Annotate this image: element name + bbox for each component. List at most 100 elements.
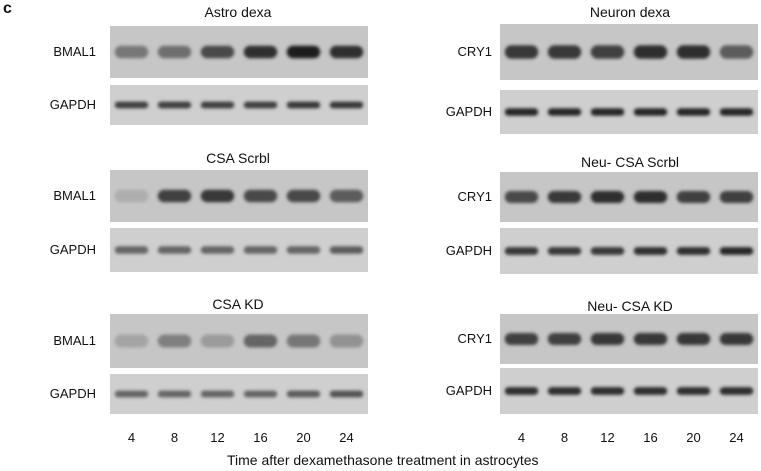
blot-band: [157, 45, 192, 59]
blot-band: [719, 45, 754, 59]
blot-label-cry1: CRY1: [457, 189, 492, 204]
blot-strip-right-2-cry1: [500, 172, 758, 222]
blot-band: [329, 101, 364, 109]
blot-label-gapdh: GAPDH: [49, 97, 96, 112]
blot-band: [590, 191, 625, 203]
blot-label-bmal1: BMAL1: [53, 188, 96, 203]
time-point-label-left: 16: [253, 430, 268, 445]
blot-band: [114, 334, 149, 348]
blot-band: [504, 333, 539, 345]
time-point-label-right: 4: [517, 430, 526, 445]
blot-band: [633, 191, 668, 203]
blot-strip-right-3-gapdh: [500, 368, 758, 414]
blot-strip-left-2-gapdh: [110, 228, 368, 272]
blot-band: [633, 108, 668, 116]
blot-band: [329, 246, 364, 254]
blot-band: [719, 247, 754, 255]
blot-band: [329, 45, 364, 59]
blot-band: [590, 247, 625, 255]
blot-band: [114, 101, 149, 109]
panel-title-right-1: Neuron dexa: [589, 4, 671, 20]
blot-band: [200, 334, 235, 348]
blot-band: [286, 334, 321, 348]
blot-band: [504, 45, 539, 59]
blot-label-gapdh: GAPDH: [445, 383, 492, 398]
blot-band: [243, 189, 278, 203]
blot-label-cry1: CRY1: [457, 331, 492, 346]
blot-band: [157, 246, 192, 254]
time-point-label-left: 24: [339, 430, 354, 445]
panel-title-left-3: CSA KD: [212, 296, 264, 312]
blot-band: [286, 189, 321, 203]
blot-strip-left-3-gapdh: [110, 374, 368, 414]
blot-band: [719, 333, 754, 345]
blot-band: [633, 45, 668, 59]
blot-band: [286, 246, 321, 254]
blot-band: [547, 108, 582, 116]
blot-band: [676, 108, 711, 116]
blot-band: [590, 333, 625, 345]
blot-band: [157, 390, 192, 398]
blot-band: [329, 334, 364, 348]
blot-band: [286, 101, 321, 109]
blot-strip-right-1-cry1: [500, 24, 758, 80]
blot-band: [286, 45, 321, 59]
blot-band: [200, 246, 235, 254]
blot-band: [633, 333, 668, 345]
time-point-label-right: 16: [643, 430, 658, 445]
time-point-label-right: 24: [729, 430, 744, 445]
blot-strip-right-3-cry1: [500, 314, 758, 364]
blot-band: [719, 108, 754, 116]
time-point-label-left: 12: [210, 430, 225, 445]
blot-band: [114, 45, 149, 59]
time-point-label-left: 4: [127, 430, 136, 445]
blot-band: [243, 334, 278, 348]
blot-label-gapdh: GAPDH: [49, 386, 96, 401]
blot-band: [590, 387, 625, 395]
blot-band: [114, 390, 149, 398]
blot-band: [329, 390, 364, 398]
blot-band: [547, 45, 582, 59]
blot-band: [243, 101, 278, 109]
blot-label-gapdh: GAPDH: [445, 243, 492, 258]
panel-title-right-2: Neu- CSA Scrbl: [580, 154, 680, 170]
blot-band: [719, 387, 754, 395]
blot-band: [504, 191, 539, 203]
blot-band: [633, 247, 668, 255]
blot-band: [157, 334, 192, 348]
blot-band: [547, 247, 582, 255]
blot-band: [504, 387, 539, 395]
panel-title-left-1: Astro dexa: [204, 4, 272, 20]
blot-band: [200, 390, 235, 398]
blot-strip-right-2-gapdh: [500, 228, 758, 274]
blot-band: [547, 191, 582, 203]
blot-band: [243, 246, 278, 254]
blot-band: [676, 247, 711, 255]
time-point-label-left: 8: [170, 430, 179, 445]
blot-band: [286, 390, 321, 398]
blot-label-bmal1: BMAL1: [53, 333, 96, 348]
x-axis-label: Time after dexamethasone treatment in as…: [227, 452, 539, 468]
time-point-label-right: 20: [686, 430, 701, 445]
blot-label-gapdh: GAPDH: [445, 104, 492, 119]
blot-band: [504, 108, 539, 116]
blot-strip-left-1-bmal1: [110, 26, 368, 78]
blot-band: [200, 45, 235, 59]
blot-band: [114, 189, 149, 203]
panel-title-left-2: CSA Scrbl: [206, 150, 270, 166]
blot-label-cry1: CRY1: [457, 44, 492, 59]
blot-band: [157, 189, 192, 203]
time-point-label-right: 12: [600, 430, 615, 445]
blot-band: [676, 191, 711, 203]
blot-band: [590, 45, 625, 59]
blot-band: [200, 189, 235, 203]
panel-letter: c: [3, 0, 12, 17]
blot-band: [676, 333, 711, 345]
blot-band: [157, 101, 192, 109]
blot-strip-left-1-gapdh: [110, 85, 368, 125]
blot-band: [719, 191, 754, 203]
blot-band: [590, 108, 625, 116]
blot-band: [329, 189, 364, 203]
blot-band: [200, 101, 235, 109]
blot-band: [547, 387, 582, 395]
